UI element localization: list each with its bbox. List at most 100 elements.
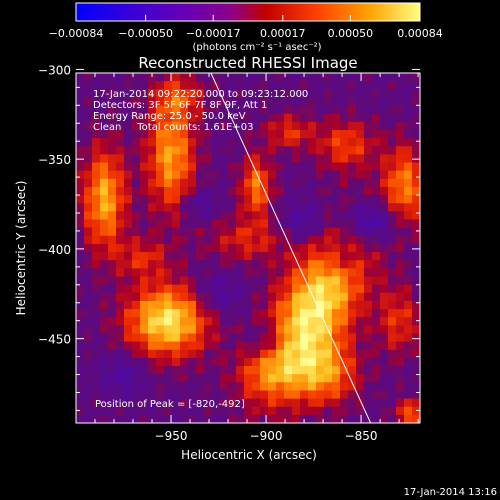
heatmap-cell — [164, 186, 173, 196]
heatmap-cell — [228, 195, 237, 204]
heatmap-cell — [172, 382, 181, 392]
heatmap-cell — [252, 227, 261, 237]
heatmap-cell — [348, 276, 357, 286]
heatmap-cell — [180, 333, 189, 343]
heatmap-cell — [268, 219, 277, 229]
heatmap-cell — [228, 333, 237, 343]
heatmap-cell — [148, 195, 157, 204]
heatmap-cell — [380, 292, 389, 302]
heatmap-cell — [204, 252, 213, 261]
heatmap-cell — [316, 121, 325, 131]
heatmap-cell — [332, 219, 341, 229]
heatmap-cell — [380, 260, 389, 269]
heatmap-cell — [244, 260, 253, 269]
heatmap-cell — [236, 89, 245, 99]
heatmap-cell — [108, 73, 117, 82]
heatmap-cell — [180, 235, 189, 245]
heatmap-cell — [108, 162, 117, 172]
heatmap-cell — [348, 341, 357, 351]
heatmap-cell — [364, 219, 373, 229]
heatmap-cell — [204, 178, 213, 188]
heatmap-cell — [244, 89, 253, 99]
heatmap-cell — [404, 382, 413, 392]
heatmap-cell — [220, 203, 229, 212]
heatmap-cell — [132, 170, 141, 180]
heatmap-cell — [396, 113, 405, 123]
heatmap-cell — [92, 398, 101, 408]
heatmap-cell — [300, 276, 309, 286]
heatmap-cell — [308, 300, 317, 310]
heatmap-cell — [300, 292, 309, 302]
heatmap-cell — [140, 268, 149, 278]
heatmap-cell — [204, 382, 213, 392]
heatmap-cell — [372, 284, 381, 294]
heatmap-cell — [148, 243, 157, 253]
heatmap-cell — [188, 414, 197, 423]
heatmap-cell — [412, 349, 420, 359]
heatmap-cell — [124, 195, 133, 204]
heatmap-cell — [300, 374, 309, 383]
heatmap-cell — [212, 243, 221, 253]
heatmap-cell — [412, 309, 420, 318]
heatmap-cell — [332, 235, 341, 245]
heatmap-cell — [212, 300, 221, 310]
heatmap-cell — [316, 81, 325, 90]
heatmap-cell — [260, 300, 269, 310]
heatmap-cell — [116, 390, 125, 400]
heatmap-cell — [252, 243, 261, 253]
heatmap-cell — [84, 349, 93, 359]
heatmap-cell — [148, 129, 157, 139]
heatmap-cell — [84, 325, 93, 335]
heatmap-cell — [116, 195, 125, 204]
heatmap-cell — [292, 178, 301, 188]
heatmap-cell — [76, 178, 85, 188]
heatmap-cell — [92, 341, 101, 351]
heatmap-cell — [100, 284, 109, 294]
heatmap-cell — [372, 235, 381, 245]
heatmap-cell — [268, 162, 277, 172]
heatmap-cell — [348, 398, 357, 408]
heatmap-cell — [236, 398, 245, 408]
heatmap-cell — [164, 73, 173, 82]
heatmap-cell — [396, 170, 405, 180]
heatmap-cell — [236, 382, 245, 392]
heatmap-cell — [156, 178, 165, 188]
heatmap-cell — [100, 276, 109, 286]
heatmap-cell — [76, 268, 85, 278]
heatmap-cell — [252, 138, 261, 147]
heatmap-cell — [140, 300, 149, 310]
heatmap-cell — [188, 186, 197, 196]
heatmap-cell — [252, 333, 261, 343]
heatmap-cell — [164, 333, 173, 343]
heatmap-cell — [132, 211, 141, 221]
heatmap-cell — [348, 366, 357, 375]
heatmap-cell — [196, 252, 205, 261]
heatmap-cell — [188, 406, 197, 416]
heatmap-cell — [340, 235, 349, 245]
heatmap-cell — [268, 317, 277, 326]
heatmap-cell — [252, 186, 261, 196]
heatmap-cell — [380, 349, 389, 359]
heatmap-cell — [348, 284, 357, 294]
heatmap-cell — [404, 227, 413, 237]
heatmap-cell — [188, 349, 197, 359]
heatmap-cell — [372, 325, 381, 335]
heatmap-cell — [364, 325, 373, 335]
heatmap-cell — [348, 97, 357, 107]
heatmap-cell — [204, 349, 213, 359]
heatmap-cell — [260, 284, 269, 294]
heatmap-cell — [388, 292, 397, 302]
heatmap-cell — [204, 317, 213, 326]
heatmap-cell — [156, 406, 165, 416]
heatmap-cell — [372, 203, 381, 212]
heatmap-cell — [260, 105, 269, 115]
heatmap-cell — [356, 97, 365, 107]
heatmap-cell — [372, 276, 381, 286]
heatmap-cell — [292, 357, 301, 367]
heatmap-cell — [172, 374, 181, 383]
heatmap-cell — [396, 162, 405, 172]
heatmap-cell — [412, 113, 420, 123]
heatmap-cell — [316, 252, 325, 261]
heatmap-cell — [372, 260, 381, 269]
heatmap-cell — [348, 382, 357, 392]
